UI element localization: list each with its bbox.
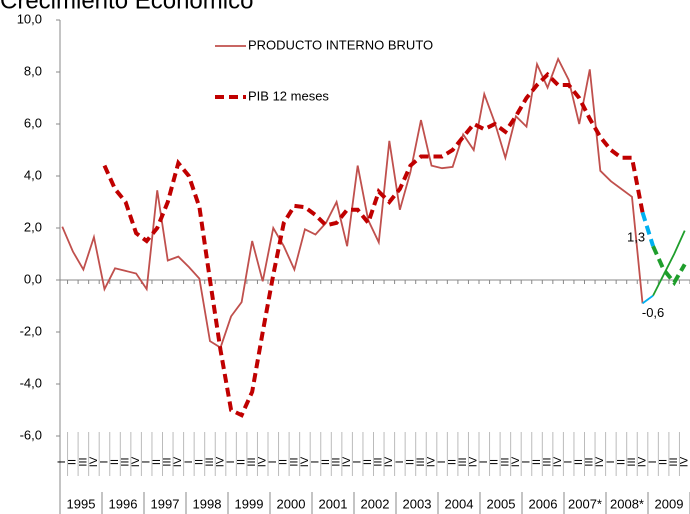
- x-tick-label: III: [373, 457, 385, 466]
- x-tick-label: II: [362, 459, 374, 465]
- x-tick-label: II: [67, 459, 79, 465]
- x-tick-label: I: [141, 460, 153, 463]
- x-tick-label: II: [531, 459, 543, 465]
- x-tick-label: I: [394, 460, 406, 463]
- x-tick-label: IV: [510, 456, 522, 467]
- x-tick-label: III: [162, 457, 174, 466]
- x-tick-label: I: [436, 460, 448, 463]
- year-label: 1995: [67, 496, 96, 511]
- legend-label: PIB 12 meses: [248, 88, 329, 103]
- x-tick-label: I: [225, 460, 237, 463]
- x-tick-label: II: [320, 459, 332, 465]
- x-tick-label: I: [98, 460, 110, 463]
- x-tick-label: III: [626, 457, 638, 466]
- legend-label: PRODUCTO INTERNO BRUTO: [248, 37, 433, 52]
- x-tick-label: III: [584, 457, 596, 466]
- x-tick-label: II: [236, 459, 248, 465]
- year-label: 2002: [361, 496, 390, 511]
- x-tick-label: II: [489, 459, 501, 465]
- x-tick-label: IV: [594, 456, 606, 467]
- series-line: [61, 56, 644, 349]
- x-tick-label: I: [352, 460, 364, 463]
- y-tick-label: 6,0: [24, 115, 42, 130]
- x-tick-label: I: [309, 460, 321, 463]
- x-tick-label: III: [204, 457, 216, 466]
- x-tick-label: III: [541, 457, 553, 466]
- year-label: 2003: [403, 496, 432, 511]
- series-line: [640, 211, 655, 247]
- y-tick-label: 8,0: [24, 63, 42, 78]
- data-label: 1,3: [627, 230, 645, 245]
- data-label: -0,6: [642, 305, 664, 320]
- series-line: [651, 245, 687, 287]
- x-tick-label: IV: [636, 456, 648, 467]
- x-tick-label: II: [447, 459, 459, 465]
- x-tick-label: I: [520, 460, 532, 463]
- year-label: 2005: [487, 496, 516, 511]
- y-tick-label: 10,0: [17, 11, 42, 26]
- y-tick-label: 4,0: [24, 167, 42, 182]
- year-label: 2006: [529, 496, 558, 511]
- x-tick-label: II: [404, 459, 416, 465]
- x-tick-label: II: [278, 459, 290, 465]
- x-tick-label: II: [658, 459, 670, 465]
- year-label: 1999: [235, 496, 264, 511]
- x-tick-label: IV: [679, 456, 690, 467]
- x-tick-label: II: [573, 459, 585, 465]
- y-tick-label: -6,0: [20, 427, 42, 442]
- x-tick-label: I: [605, 460, 617, 463]
- x-tick-label: III: [499, 457, 511, 466]
- x-tick-label: III: [330, 457, 342, 466]
- x-tick-label: III: [77, 457, 89, 466]
- x-tick-label: II: [109, 459, 121, 465]
- y-tick-label: 0,0: [24, 271, 42, 286]
- x-tick-label: III: [119, 457, 131, 466]
- y-tick-label: -2,0: [20, 323, 42, 338]
- x-tick-label: I: [647, 460, 659, 463]
- x-tick-label: IV: [299, 456, 311, 467]
- x-tick-label: IV: [172, 456, 184, 467]
- year-label: 2008*: [610, 496, 644, 511]
- x-tick-label: II: [151, 459, 163, 465]
- y-tick-label: 2,0: [24, 219, 42, 234]
- year-label: 1998: [193, 496, 222, 511]
- x-tick-label: IV: [214, 456, 226, 467]
- x-tick-label: I: [267, 460, 279, 463]
- x-tick-label: I: [563, 460, 575, 463]
- x-tick-label: IV: [130, 456, 142, 467]
- x-tick-label: IV: [552, 456, 564, 467]
- year-label: 2007*: [568, 496, 602, 511]
- chart-title: Crecimiento Económico: [0, 0, 253, 14]
- series-line: [102, 71, 645, 418]
- year-label: 2001: [319, 496, 348, 511]
- y-tick-label: -4,0: [20, 375, 42, 390]
- series-line: [641, 294, 654, 305]
- x-tick-label: IV: [383, 456, 395, 467]
- x-tick-label: I: [183, 460, 195, 463]
- x-tick-label: IV: [425, 456, 437, 467]
- x-tick-label: IV: [341, 456, 353, 467]
- x-tick-label: IV: [468, 456, 480, 467]
- x-tick-label: III: [288, 457, 300, 466]
- x-tick-label: IV: [257, 456, 269, 467]
- year-label: 2009: [655, 496, 684, 511]
- x-tick-label: IV: [88, 456, 100, 467]
- series-line: [652, 230, 686, 297]
- x-tick-label: III: [457, 457, 469, 466]
- x-tick-label: III: [415, 457, 427, 466]
- x-tick-label: III: [246, 457, 258, 466]
- year-label: 1996: [109, 496, 138, 511]
- year-label: 2000: [277, 496, 306, 511]
- x-tick-label: I: [478, 460, 490, 463]
- year-label: 1997: [151, 496, 180, 511]
- x-tick-label: I: [56, 460, 68, 463]
- year-label: 2004: [445, 496, 474, 511]
- x-tick-label: II: [193, 459, 205, 465]
- x-tick-label: II: [615, 459, 627, 465]
- x-tick-label: III: [668, 457, 680, 466]
